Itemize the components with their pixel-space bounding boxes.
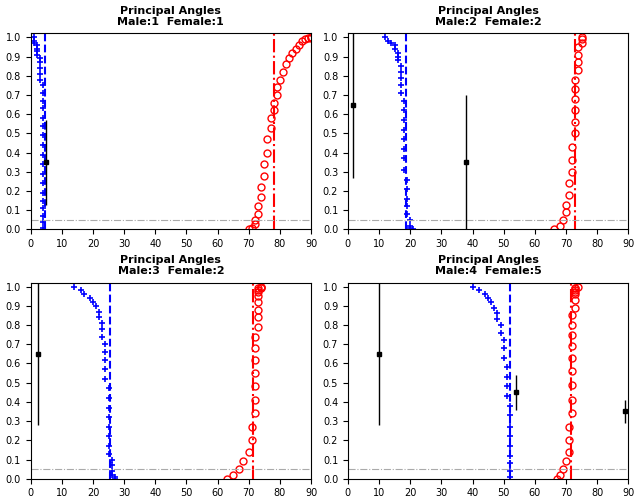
Title: Principal Angles
Male:4  Female:5: Principal Angles Male:4 Female:5 — [435, 255, 541, 276]
Title: Principal Angles
Male:3  Female:2: Principal Angles Male:3 Female:2 — [118, 255, 224, 276]
Title: Principal Angles
Male:1  Female:1: Principal Angles Male:1 Female:1 — [118, 6, 224, 27]
Title: Principal Angles
Male:2  Female:2: Principal Angles Male:2 Female:2 — [435, 6, 541, 27]
